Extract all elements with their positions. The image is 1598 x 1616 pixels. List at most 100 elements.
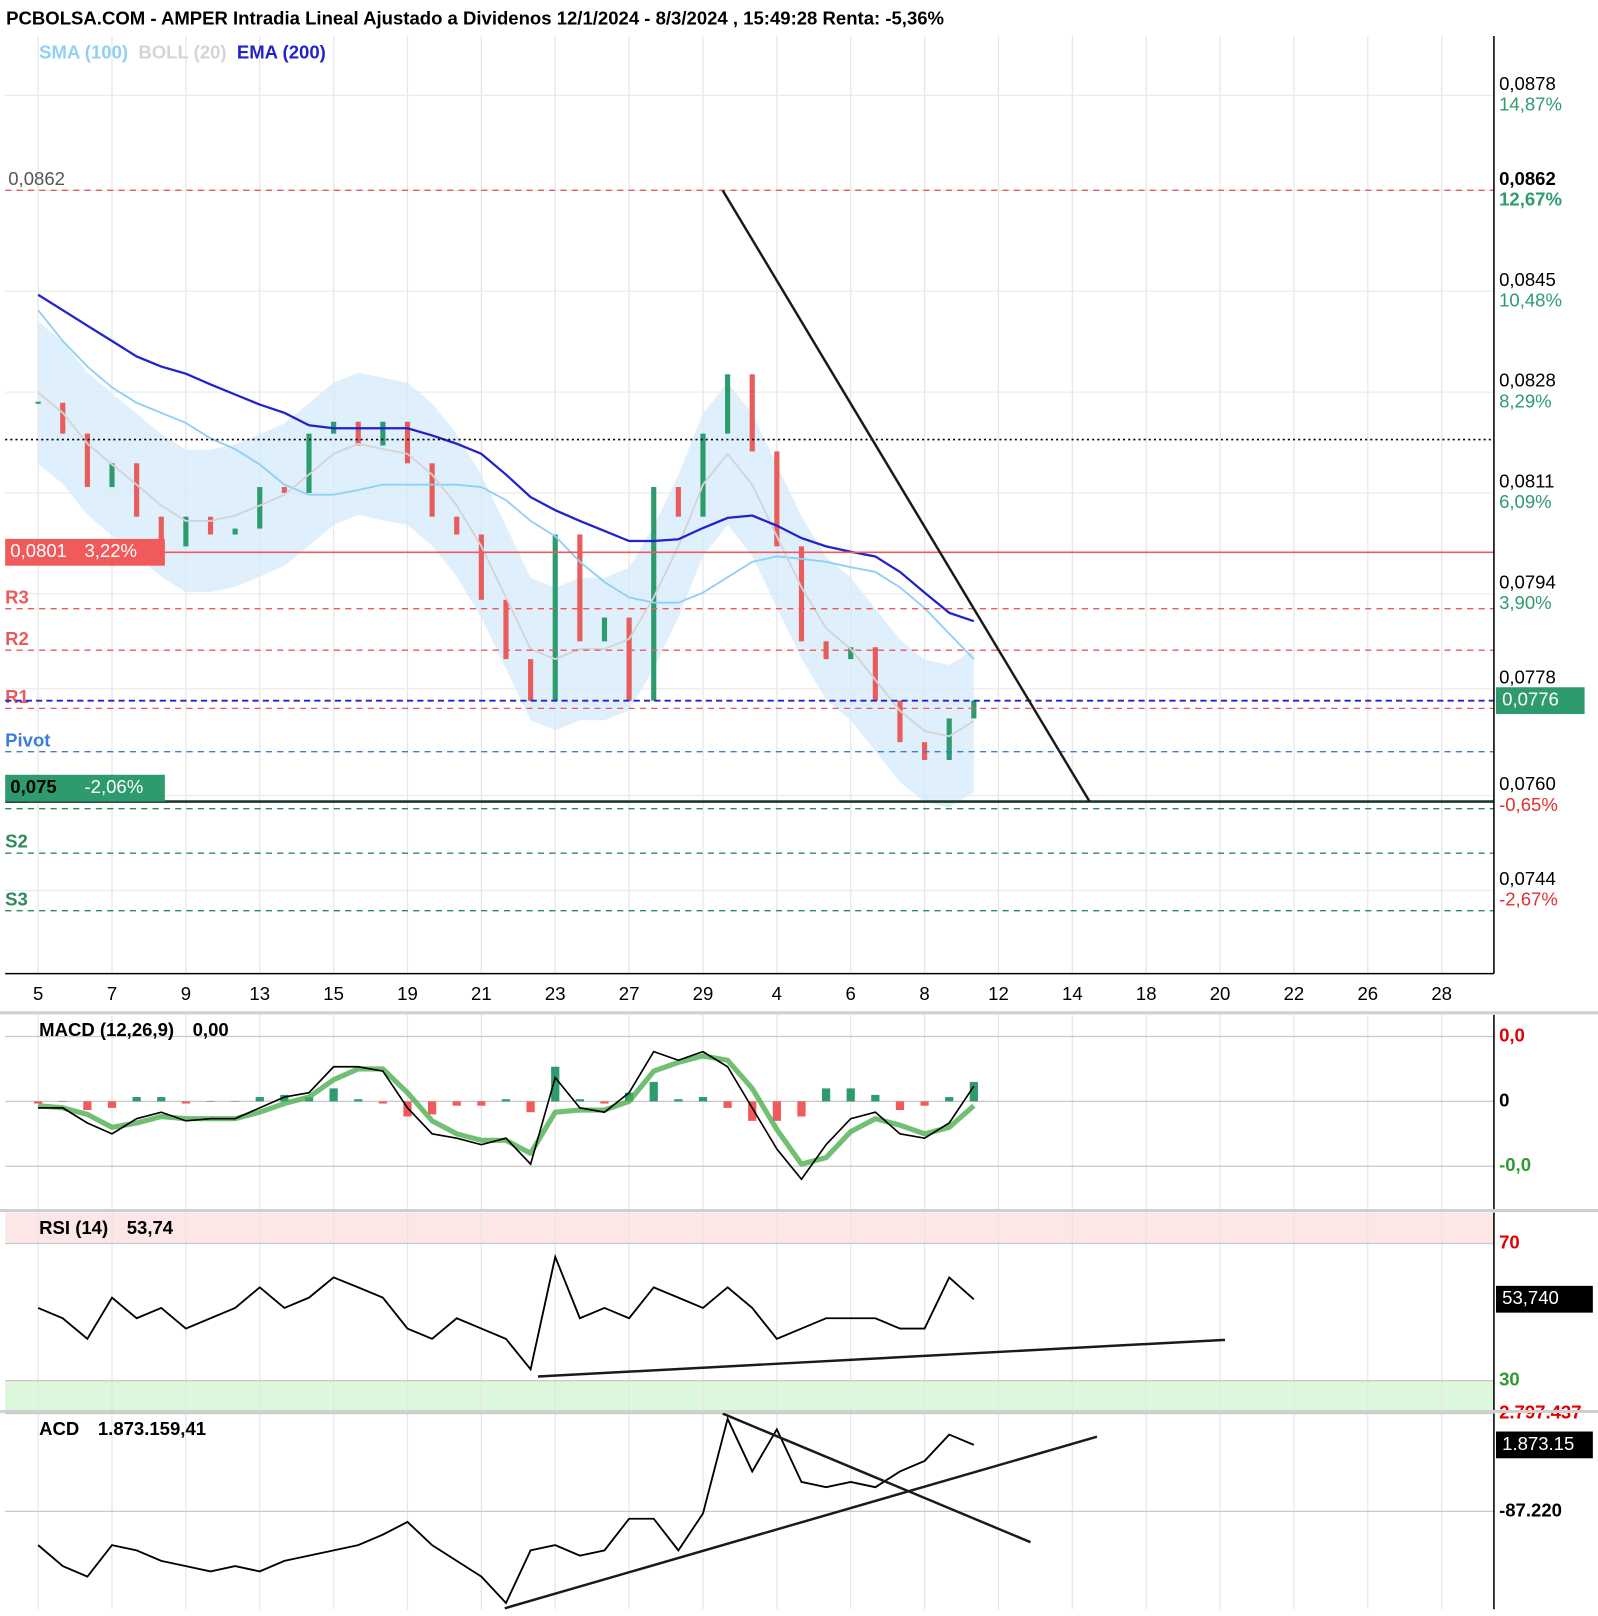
candle bbox=[404, 421, 411, 464]
panel-title: RSI (14) bbox=[39, 1217, 108, 1238]
histogram-bar bbox=[600, 1101, 609, 1104]
candle bbox=[971, 700, 977, 719]
last-value-label: 0,0776 bbox=[1502, 689, 1559, 710]
histogram-bar bbox=[674, 1099, 683, 1102]
last-value-box bbox=[1495, 1431, 1593, 1459]
pivot-level-label: S3 bbox=[5, 888, 28, 909]
x-tick-label: 14 bbox=[1062, 983, 1083, 1004]
panel-value: 1.873.159,41 bbox=[98, 1418, 206, 1439]
pivot-level-label: R3 bbox=[5, 586, 29, 607]
x-tick-label: 21 bbox=[471, 983, 492, 1004]
x-tick-label: 5 bbox=[33, 983, 43, 1004]
last-value-box bbox=[1495, 1285, 1593, 1313]
candle bbox=[946, 718, 952, 760]
x-tick-label: 22 bbox=[1284, 983, 1305, 1004]
candle bbox=[872, 647, 878, 701]
pivot-level-label: R1 bbox=[5, 686, 29, 707]
candle bbox=[84, 433, 90, 488]
histogram-bar bbox=[895, 1101, 905, 1111]
candle bbox=[281, 487, 287, 493]
candle bbox=[207, 516, 214, 535]
pivot-level-label: R2 bbox=[5, 628, 29, 649]
series-line bbox=[37, 293, 975, 623]
histogram-bar bbox=[526, 1101, 535, 1113]
histogram-bar bbox=[649, 1081, 658, 1102]
histogram-bar bbox=[280, 1094, 289, 1102]
support-box bbox=[5, 774, 165, 802]
last-value-box bbox=[1495, 687, 1585, 715]
indicator-line bbox=[37, 1253, 975, 1372]
x-tick-label: 20 bbox=[1210, 983, 1231, 1004]
histogram-bar bbox=[34, 1101, 43, 1104]
candle bbox=[577, 534, 583, 642]
candle bbox=[60, 402, 66, 434]
candle bbox=[158, 516, 164, 547]
y-tick-label: 0,0845 bbox=[1499, 269, 1556, 290]
y-tick-change: 8,29% bbox=[1499, 390, 1552, 411]
x-tick-label: 19 bbox=[397, 983, 418, 1004]
y-tick-change: 14,87% bbox=[1499, 94, 1562, 115]
y-tick-label: 0,0862 bbox=[1499, 168, 1556, 189]
candle bbox=[552, 534, 558, 701]
x-tick-label: 9 bbox=[181, 983, 191, 1004]
y-tick-label: 0,0878 bbox=[1499, 73, 1556, 94]
zone bbox=[5, 1212, 1494, 1244]
candle bbox=[503, 599, 509, 660]
indicator-line bbox=[37, 1416, 975, 1605]
series-line bbox=[37, 309, 975, 660]
candle bbox=[700, 433, 706, 517]
candle bbox=[774, 451, 780, 547]
candle bbox=[478, 534, 484, 600]
histogram-bar bbox=[58, 1101, 67, 1102]
bollinger-band bbox=[38, 321, 974, 808]
panel-value: 53,74 bbox=[127, 1217, 174, 1238]
candle bbox=[183, 516, 189, 547]
histogram-bar bbox=[477, 1101, 486, 1106]
legend-entry: BOLL (20) bbox=[138, 41, 226, 62]
y-tick-change: 6,09% bbox=[1499, 491, 1552, 512]
signal-line bbox=[37, 1053, 976, 1167]
x-tick-label: 27 bbox=[619, 983, 640, 1004]
histogram-bar bbox=[871, 1094, 880, 1102]
candle bbox=[798, 546, 805, 642]
histogram-bar bbox=[354, 1099, 363, 1102]
candle bbox=[429, 463, 435, 517]
y-tick-change: 10,48% bbox=[1499, 289, 1562, 310]
y-tick-label: 0,0811 bbox=[1499, 471, 1554, 492]
candle bbox=[848, 647, 854, 660]
histogram-bar bbox=[575, 1099, 584, 1102]
y-tick-change: 12,67% bbox=[1499, 189, 1562, 210]
zone bbox=[5, 1380, 1494, 1412]
candle bbox=[257, 487, 263, 529]
x-tick-label: 15 bbox=[323, 983, 344, 1004]
histogram-bar bbox=[698, 1097, 708, 1102]
x-tick-label: 18 bbox=[1136, 983, 1157, 1004]
candle bbox=[134, 463, 140, 517]
histogram-bar bbox=[797, 1101, 806, 1117]
y-tick-change: -0,65% bbox=[1499, 794, 1558, 815]
max-label: 0,0862 bbox=[8, 168, 65, 189]
candle bbox=[355, 421, 361, 446]
reference-change: 3,22% bbox=[84, 540, 137, 561]
candle bbox=[897, 700, 903, 743]
candle bbox=[306, 433, 312, 493]
y-tick-label: 0,0760 bbox=[1499, 773, 1556, 794]
panel-title: ACD bbox=[39, 1418, 79, 1439]
histogram-bar bbox=[920, 1101, 929, 1106]
histogram-bar bbox=[452, 1101, 461, 1106]
candle bbox=[454, 516, 460, 535]
histogram-bar bbox=[772, 1101, 781, 1121]
histogram-bar bbox=[846, 1088, 855, 1102]
x-tick-label: 23 bbox=[545, 983, 566, 1004]
candle bbox=[749, 374, 755, 452]
candle bbox=[528, 659, 534, 701]
chart-title: PCBOLSA.COM - AMPER Intradia Lineal Ajus… bbox=[6, 7, 944, 28]
reference-box bbox=[5, 538, 165, 566]
support-label: 0,075 bbox=[10, 776, 56, 797]
y-tick-change: 3,90% bbox=[1499, 592, 1552, 613]
trendline bbox=[721, 189, 1091, 803]
histogram-bar bbox=[231, 1101, 240, 1102]
candle bbox=[380, 421, 386, 446]
